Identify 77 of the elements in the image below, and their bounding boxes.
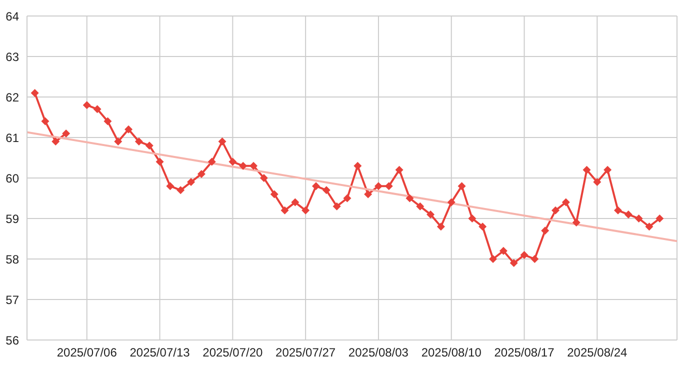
point	[436, 222, 445, 231]
x-tick-label: 2025/07/20	[202, 346, 264, 360]
point	[93, 105, 102, 114]
point	[395, 166, 404, 174]
x-tick-label: 2025/07/27	[276, 346, 336, 360]
point	[250, 162, 258, 170]
point	[478, 222, 487, 231]
point	[468, 214, 476, 222]
point	[218, 138, 226, 146]
point	[552, 206, 560, 214]
point	[384, 182, 393, 190]
x-tick-label: 2025/08/03	[348, 346, 409, 360]
point	[197, 170, 206, 178]
point	[280, 206, 289, 214]
point	[572, 218, 580, 227]
point	[187, 178, 196, 186]
y-tick-label: 60	[6, 171, 20, 186]
point	[228, 158, 237, 166]
point	[134, 138, 143, 146]
point	[562, 198, 570, 206]
point	[291, 198, 300, 206]
point	[406, 194, 414, 202]
point	[530, 255, 539, 263]
point	[458, 182, 466, 190]
point	[82, 101, 91, 110]
y-tick-label: 59	[6, 212, 20, 226]
point	[104, 117, 112, 126]
point	[52, 138, 60, 146]
point	[114, 138, 122, 146]
point	[124, 125, 133, 134]
point	[604, 166, 612, 174]
x-tick-label: 2025/07/06	[56, 346, 118, 360]
point	[624, 210, 632, 218]
y-tick-label: 62	[6, 90, 20, 104]
point	[145, 142, 154, 150]
point	[322, 186, 330, 194]
point	[374, 182, 382, 190]
y-tick-label: 61	[6, 130, 20, 145]
point	[332, 202, 341, 210]
point	[239, 162, 248, 170]
point	[208, 158, 216, 166]
point	[302, 206, 310, 214]
y-tick-label: 56	[6, 333, 20, 348]
point	[499, 246, 508, 255]
point	[541, 226, 550, 235]
y-tick-label: 63	[6, 50, 20, 64]
x-tick-label: 2025/08/24	[567, 346, 628, 360]
y-tick-label: 58	[6, 252, 20, 266]
point	[656, 214, 664, 222]
point	[62, 129, 70, 138]
point	[510, 259, 518, 268]
point	[426, 210, 435, 218]
point	[41, 117, 50, 126]
point	[614, 206, 622, 214]
point	[520, 250, 528, 259]
x-tick-label: 2025/08/17	[494, 346, 555, 360]
point	[270, 190, 278, 198]
point	[30, 88, 39, 97]
y-tick-label: 64	[6, 9, 20, 24]
point	[489, 255, 498, 263]
point	[176, 186, 185, 194]
point	[354, 162, 362, 170]
point	[343, 194, 352, 202]
point	[312, 182, 320, 190]
point	[645, 222, 654, 231]
x-tick-label: 2025/07/13	[130, 346, 190, 360]
x-tick-label: 2025/08/10	[421, 346, 482, 360]
point	[447, 198, 456, 206]
point	[593, 178, 602, 186]
point	[166, 182, 174, 190]
point	[582, 166, 591, 174]
point	[634, 214, 643, 222]
point	[260, 174, 268, 182]
point	[156, 158, 164, 166]
point	[364, 190, 372, 198]
y-tick-label: 57	[6, 292, 20, 307]
point	[416, 202, 424, 210]
